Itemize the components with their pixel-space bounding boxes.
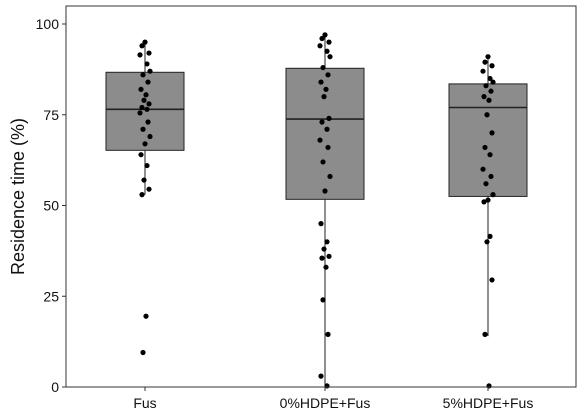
data-point — [482, 144, 488, 151]
box-group-5-hdpe-fus — [448, 54, 528, 389]
data-point — [327, 173, 333, 180]
data-point — [481, 94, 487, 100]
y-tick-label: 0 — [51, 379, 59, 395]
box-group-0-hdpe-fus — [285, 32, 365, 389]
data-point — [145, 119, 151, 125]
data-point — [485, 197, 491, 203]
data-point — [488, 88, 494, 94]
data-point — [489, 277, 495, 283]
box-group-fus — [105, 39, 185, 356]
data-point — [489, 63, 495, 69]
data-point — [318, 79, 324, 85]
data-point — [319, 35, 325, 42]
data-point — [487, 152, 493, 158]
data-point — [144, 106, 150, 112]
data-point — [139, 104, 145, 111]
data-point — [145, 79, 151, 85]
data-point — [327, 54, 333, 60]
data-point — [323, 264, 329, 270]
x-tick-label: 0%HDPE+Fus — [280, 395, 371, 411]
y-tick-label: 25 — [43, 288, 59, 304]
data-point — [488, 173, 494, 180]
data-point — [326, 39, 332, 45]
data-point — [325, 331, 331, 337]
data-point — [318, 373, 324, 379]
data-point — [482, 331, 488, 337]
data-point — [482, 59, 488, 65]
data-point — [142, 141, 148, 147]
y-tick-label: 75 — [43, 107, 59, 123]
data-point — [139, 43, 145, 49]
data-point — [480, 68, 486, 74]
data-point — [483, 83, 489, 89]
data-point — [486, 97, 492, 103]
data-point — [326, 115, 332, 121]
data-point — [137, 52, 143, 58]
x-tick-label: 5%HDPE+Fus — [443, 395, 534, 411]
y-axis-title: Residence time (%) — [8, 118, 28, 275]
data-point — [141, 97, 147, 103]
data-point — [483, 181, 489, 187]
data-point — [143, 92, 149, 98]
data-point — [147, 68, 153, 74]
data-point — [486, 383, 492, 389]
data-point — [484, 112, 490, 118]
data-point — [323, 86, 329, 92]
plot-area — [105, 32, 528, 389]
data-point — [318, 221, 324, 227]
data-point — [144, 162, 150, 169]
y-tick-label: 100 — [36, 16, 60, 32]
box-iqr — [448, 83, 528, 197]
data-point — [146, 101, 152, 107]
data-point — [140, 349, 146, 356]
data-point — [317, 43, 323, 49]
data-point — [141, 177, 147, 183]
data-point — [326, 253, 332, 259]
data-point — [324, 239, 330, 245]
data-point — [140, 72, 146, 78]
data-point — [485, 54, 491, 60]
data-point — [321, 94, 327, 100]
data-point — [138, 86, 144, 92]
data-point — [147, 133, 153, 140]
data-point — [319, 119, 325, 125]
data-point — [139, 192, 145, 198]
data-point — [325, 72, 331, 78]
data-point — [317, 137, 323, 143]
plot-border — [65, 5, 577, 388]
data-point — [487, 75, 493, 82]
data-point — [322, 32, 328, 38]
axes: 0 25 50 75 100 Fus 0%HDPE+Fus 5%HDPE+Fus — [36, 5, 577, 411]
data-point — [490, 79, 496, 85]
box-iqr — [105, 71, 185, 151]
data-point — [143, 313, 149, 319]
data-point — [489, 130, 495, 136]
data-point — [142, 39, 148, 45]
data-point — [138, 152, 144, 158]
data-point — [146, 186, 152, 192]
data-point — [490, 192, 496, 198]
data-point — [480, 166, 486, 172]
data-point — [324, 126, 330, 132]
data-point — [322, 188, 328, 194]
data-point — [137, 110, 143, 116]
data-point — [320, 64, 326, 71]
data-point — [319, 255, 325, 261]
data-point — [140, 126, 146, 132]
data-point — [487, 233, 493, 239]
x-tick-label: Fus — [133, 395, 156, 411]
data-point — [325, 144, 331, 151]
data-point — [484, 239, 490, 245]
data-point — [144, 61, 150, 67]
data-point — [320, 159, 326, 165]
y-tick-label: 50 — [43, 198, 59, 214]
data-point — [146, 50, 152, 56]
data-point — [324, 48, 330, 54]
data-point — [320, 297, 326, 303]
data-point — [481, 199, 487, 205]
data-point — [321, 246, 327, 252]
